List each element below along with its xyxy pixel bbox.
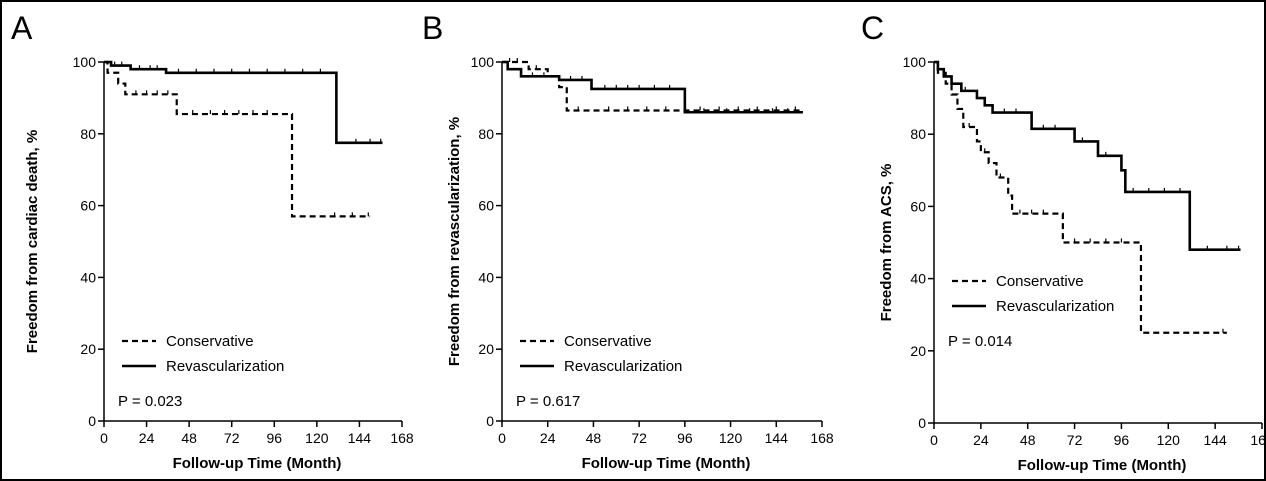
y-tick-label: 0 (918, 415, 926, 431)
x-tick-label: 48 (586, 430, 602, 446)
x-tick-label: 168 (1250, 432, 1264, 448)
y-tick-label: 60 (80, 198, 96, 214)
x-tick-label: 72 (224, 430, 240, 446)
y-tick-label: 40 (478, 269, 494, 285)
y-tick-label: 20 (910, 343, 926, 359)
y-axis-title: Freedom from revascularization, % (446, 117, 463, 366)
x-tick-label: 24 (540, 430, 556, 446)
x-tick-label: 0 (498, 430, 506, 446)
km-curve-revascularization (104, 60, 383, 145)
x-tick-label: 96 (1114, 432, 1130, 448)
legend-label-conservative: Conservative (564, 333, 652, 350)
legend-label-conservative: Conservative (996, 273, 1084, 290)
x-tick-label: 0 (100, 430, 108, 446)
km-curve-conservative (934, 60, 1227, 334)
series-revascularization (934, 60, 1241, 252)
legend-label-revascularization: Revascularization (166, 358, 284, 375)
y-tick-label: 60 (478, 198, 494, 214)
p-value: P = 0.023 (118, 393, 182, 410)
y-tick-label: 100 (73, 54, 97, 70)
y-tick-label: 80 (80, 126, 96, 142)
x-axis-title: Follow-up Time (Month) (173, 455, 342, 472)
legend-label-revascularization: Revascularization (996, 298, 1114, 315)
x-tick-label: 24 (973, 432, 989, 448)
x-tick-label: 72 (1067, 432, 1083, 448)
x-tick-label: 168 (810, 430, 834, 446)
y-tick-label: 60 (910, 198, 926, 214)
y-tick-label: 20 (478, 341, 494, 357)
x-tick-label: 144 (1203, 432, 1227, 448)
series-revascularization (502, 60, 803, 114)
y-tick-label: 80 (910, 126, 926, 142)
x-tick-label: 120 (305, 430, 329, 446)
x-tick-label: 96 (677, 430, 693, 446)
x-tick-label: 144 (348, 430, 372, 446)
x-tick-label: 72 (631, 430, 647, 446)
y-tick-label: 0 (88, 413, 96, 429)
y-tick-label: 20 (80, 341, 96, 357)
legend-label-conservative: Conservative (166, 333, 254, 350)
km-curve-revascularization (934, 60, 1241, 252)
x-axis-title: Follow-up Time (Month) (1018, 457, 1187, 474)
y-tick-label: 0 (486, 413, 494, 429)
x-axis-title: Follow-up Time (Month) (582, 455, 751, 472)
x-tick-label: 144 (765, 430, 789, 446)
x-tick-label: 48 (1020, 432, 1036, 448)
x-tick-label: 0 (930, 432, 938, 448)
series-conservative (502, 58, 803, 112)
panel-letter: C (861, 10, 884, 46)
panel-a: A 0 24 48 72 96 120 144 168 0 20 40 60 80 100 Follow-up… (11, 10, 414, 472)
panel-letter: B (422, 10, 443, 46)
x-tick-label: 96 (266, 430, 282, 446)
p-value: P = 0.014 (948, 333, 1012, 350)
series-conservative (104, 60, 371, 218)
x-tick-label: 168 (390, 430, 414, 446)
legend-label-revascularization: Revascularization (564, 358, 682, 375)
y-tick-label: 80 (478, 126, 494, 142)
km-curve-conservative (502, 60, 803, 112)
series-conservative (934, 60, 1227, 334)
y-tick-label: 40 (910, 271, 926, 287)
x-tick-label: 120 (1157, 432, 1181, 448)
panel-letter: A (11, 10, 33, 46)
y-axis-title: Freedom from ACS, % (878, 164, 895, 322)
x-tick-label: 120 (719, 430, 743, 446)
km-curve-revascularization (502, 60, 803, 114)
km-curve-conservative (104, 60, 371, 218)
panel-c: C 0 24 48 72 96 120 144 168 0 20 40 60 80 100 Follow-up… (861, 10, 1264, 474)
series-revascularization (104, 60, 383, 145)
x-tick-label: 48 (181, 430, 197, 446)
p-value: P = 0.617 (516, 393, 580, 410)
y-tick-label: 100 (471, 54, 495, 70)
y-tick-label: 100 (903, 54, 927, 70)
y-axis-title: Freedom from cardiac death, % (24, 130, 41, 353)
panel-b: B 0 24 48 72 96 120 144 168 0 20 40 60 80 100 Follow-up… (422, 10, 834, 472)
x-tick-label: 24 (139, 430, 155, 446)
y-tick-label: 40 (80, 269, 96, 285)
